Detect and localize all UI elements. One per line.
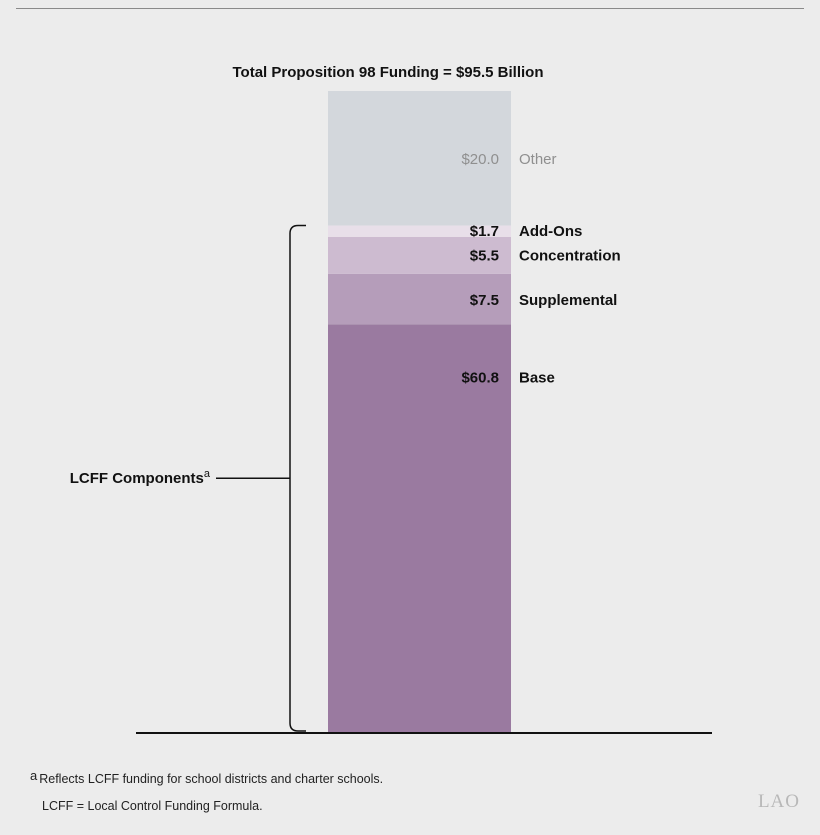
bar-segments — [328, 91, 511, 733]
stacked-bar-chart: Total Proposition 98 Funding = $95.5 Bil… — [0, 0, 820, 760]
chart-title: Total Proposition 98 Funding = $95.5 Bil… — [232, 64, 543, 81]
value-label-base: $60.8 — [461, 369, 499, 386]
category-label-supplemental: Supplemental — [519, 292, 617, 309]
lcff-bracket — [290, 225, 306, 731]
category-label-add-ons: Add-Ons — [519, 223, 582, 240]
category-label-other: Other — [519, 151, 557, 168]
value-label-add-ons: $1.7 — [470, 223, 499, 240]
value-label-concentration: $5.5 — [470, 247, 499, 264]
footnote-a: a Reflects LCFF funding for school distri… — [30, 768, 383, 786]
category-label-base: Base — [519, 369, 555, 386]
footnote-abbreviation: LCFF = Local Control Funding Formula. — [42, 799, 263, 813]
lcff-components-label: LCFF Componentsa — [70, 468, 211, 487]
value-label-other: $20.0 — [461, 151, 499, 168]
lao-logo: LAO — [758, 791, 800, 813]
category-label-concentration: Concentration — [519, 247, 621, 264]
value-label-supplemental: $7.5 — [470, 292, 499, 309]
